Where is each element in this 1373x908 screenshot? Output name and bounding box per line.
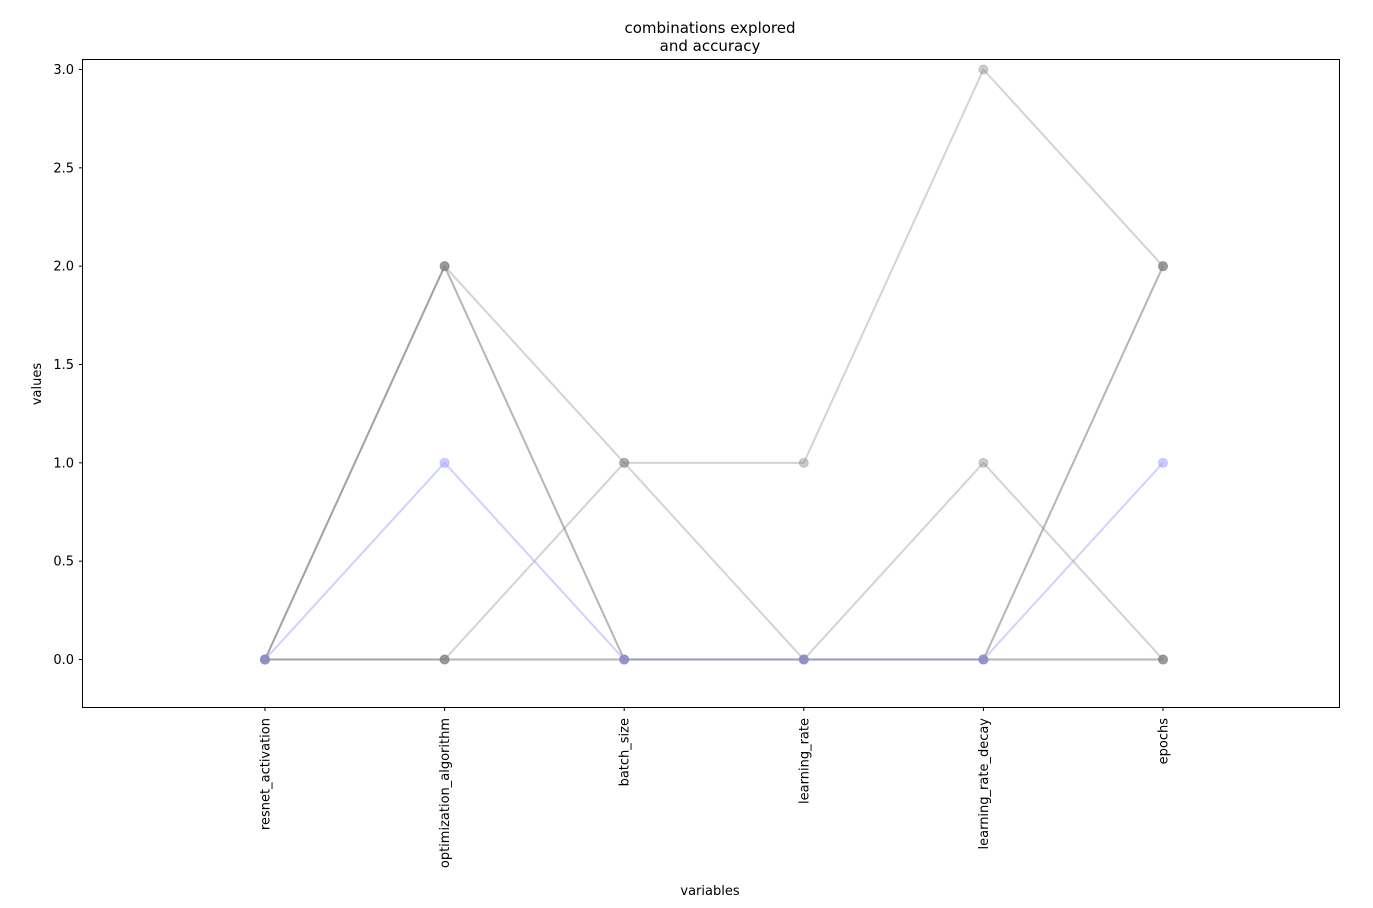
series-7-point-optimization_algorithm <box>439 457 450 468</box>
series-2-point-batch_size <box>619 457 630 468</box>
chart-title-line-1: combinations explored <box>624 19 795 37</box>
series-1-point-optimization_algorithm <box>439 261 450 272</box>
series-1-point-batch_size <box>619 457 630 468</box>
series-line-7 <box>264 461 1164 661</box>
x-axis-ticks: resnet_activation optimization_algorithm b… <box>259 707 1172 868</box>
series-line-4 <box>264 265 1164 661</box>
x-tick-label: learning_rate_decay <box>977 718 992 850</box>
series-2-point-optimization_algorithm <box>439 654 450 665</box>
series-7-point-resnet_activation <box>260 654 270 665</box>
x-axis-label: variables <box>680 884 739 899</box>
series-7-point-epochs <box>1158 457 1168 468</box>
series-4-point-epochs <box>1158 261 1168 272</box>
series-layer <box>264 68 1164 661</box>
y-tick-label: 2.5 <box>53 161 74 176</box>
y-tick-label: 3.0 <box>53 63 74 78</box>
y-tick-label: 1.0 <box>53 456 74 471</box>
series-7-point-batch_size <box>619 654 630 665</box>
series-line-1 <box>264 265 1164 661</box>
series-2-point-learning_rate <box>798 457 809 468</box>
plot-frame <box>82 59 1340 708</box>
x-tick-label: resnet_activation <box>259 718 274 830</box>
y-axis-ticks: 0.0 0.5 1.0 1.5 2.0 2.5 3.0 <box>53 63 83 668</box>
y-tick-label: 0.5 <box>53 555 74 570</box>
series-2-point-epochs <box>1158 261 1168 272</box>
y-axis-label: values <box>30 363 45 406</box>
x-tick-label: optimization_algorithm <box>438 718 453 868</box>
series-5-point-epochs <box>1158 261 1168 272</box>
y-tick-label: 0.0 <box>53 653 74 668</box>
points-layer <box>260 64 1168 665</box>
chart-title: combinations explored and accuracy <box>624 19 795 55</box>
y-tick-label: 1.5 <box>53 358 74 373</box>
x-tick-label: epochs <box>1157 718 1172 765</box>
series-line-5 <box>265 265 1164 661</box>
series-1-point-learning_rate_decay <box>978 457 989 468</box>
x-tick-label: batch_size <box>618 718 633 786</box>
x-tick-label: learning_rate <box>797 718 812 804</box>
y-tick-label: 2.0 <box>53 260 74 275</box>
series-4-point-optimization_algorithm <box>439 261 450 272</box>
series-3-point-optimization_algorithm <box>439 261 450 272</box>
series-3-point-epochs <box>1158 654 1168 665</box>
series-6-point-epochs <box>1158 654 1168 665</box>
chart-title-line-2: and accuracy <box>660 37 761 55</box>
series-line-2 <box>265 68 1164 661</box>
series-7-point-learning_rate_decay <box>978 654 989 665</box>
series-1-point-epochs <box>1158 654 1168 665</box>
series-line-3 <box>264 265 1163 661</box>
series-2-point-learning_rate_decay <box>978 64 989 75</box>
series-5-point-optimization_algorithm <box>439 654 450 665</box>
series-6-point-optimization_algorithm <box>439 654 450 665</box>
series-7-point-learning_rate <box>798 654 809 665</box>
